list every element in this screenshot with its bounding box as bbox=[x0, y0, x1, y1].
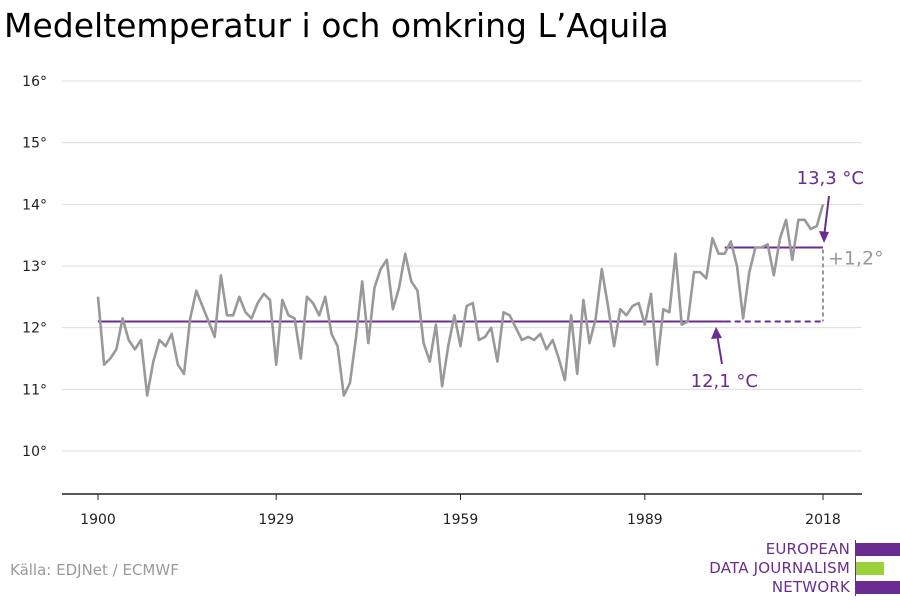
logo-line-3: NETWORK bbox=[771, 578, 850, 596]
baseline-arrow-shaft bbox=[716, 333, 723, 365]
annotations: +1,2° 13,3 °C 12,1 °C bbox=[691, 168, 884, 392]
recent-value-label: 13,3 °C bbox=[797, 168, 864, 189]
y-axis-ticks: 10° 11° 12° 13° 14° 15° 16° bbox=[22, 74, 47, 460]
baseline-arrow-head bbox=[711, 327, 722, 339]
gridlines bbox=[62, 80, 862, 452]
series-layer bbox=[96, 203, 825, 397]
y-tick-label: 14° bbox=[22, 197, 47, 213]
y-tick-label: 10° bbox=[22, 444, 47, 460]
chart-title: Medeltemperatur i och omkring L’Aquila bbox=[4, 6, 669, 45]
baseline-value-label: 12,1 °C bbox=[691, 371, 758, 392]
x-axis: 1900 1929 1959 1989 2018 bbox=[62, 493, 862, 528]
logo-bar-top bbox=[856, 543, 900, 556]
y-tick-label: 11° bbox=[22, 382, 47, 398]
y-tick-label: 12° bbox=[22, 321, 47, 337]
x-tick-label: 1959 bbox=[443, 512, 479, 528]
logo-line-2: DATA JOURNALISM bbox=[709, 559, 850, 577]
recent-arrow-head bbox=[819, 231, 829, 243]
difference-label: +1,2° bbox=[828, 248, 884, 270]
temperature-series-line bbox=[96, 203, 825, 397]
y-tick-label: 13° bbox=[22, 259, 47, 275]
recent-arrow-shaft bbox=[823, 195, 830, 238]
x-tick-label: 1989 bbox=[627, 512, 663, 528]
logo-bar-bottom bbox=[856, 581, 900, 594]
x-tick-label: 1929 bbox=[258, 512, 294, 528]
source-note: Källa: EDJNet / ECMWF bbox=[10, 561, 179, 579]
logo-text: EUROPEAN DATA JOURNALISM NETWORK bbox=[709, 540, 850, 597]
y-tick-label: 16° bbox=[22, 74, 47, 90]
x-tick-label: 1900 bbox=[80, 512, 116, 528]
logo-bar-middle bbox=[856, 562, 884, 575]
logo-divider bbox=[855, 540, 856, 596]
y-tick-label: 15° bbox=[22, 136, 47, 152]
logo-line-1: EUROPEAN bbox=[765, 540, 850, 558]
x-tick-label: 2018 bbox=[805, 512, 841, 528]
edjnet-logo[interactable]: EUROPEAN DATA JOURNALISM NETWORK bbox=[700, 540, 900, 596]
